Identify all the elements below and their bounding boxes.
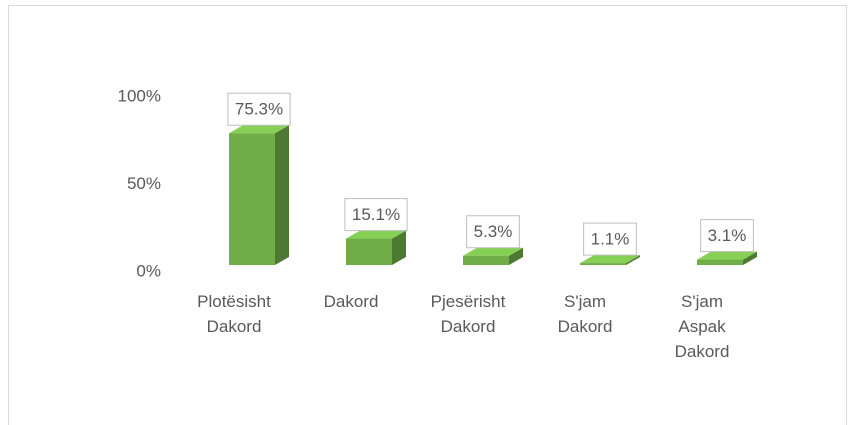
y-tick-label: 100% (118, 86, 161, 105)
bar (697, 251, 757, 265)
bar (580, 255, 640, 265)
bar (346, 230, 406, 265)
data-label: 1.1% (591, 230, 630, 249)
data-label-box (583, 222, 637, 256)
bar-front (697, 259, 743, 265)
data-label: 3.1% (708, 226, 747, 245)
bar-side (743, 251, 757, 265)
x-tick-label: Plotësisht Dakord (197, 292, 271, 336)
data-label-box (344, 198, 408, 232)
bar-top (580, 255, 640, 264)
bar-front (229, 133, 275, 265)
x-tick-label: Dakord (324, 292, 379, 311)
data-label-box (227, 92, 291, 126)
chart-frame (8, 5, 847, 425)
bar-top (346, 230, 406, 239)
bar-front (580, 263, 626, 265)
bar (229, 125, 289, 265)
bar-side (392, 230, 406, 265)
data-label: 5.3% (474, 222, 513, 241)
data-label-box (700, 219, 754, 253)
bar-top (463, 247, 523, 256)
bar-side (509, 247, 523, 265)
y-tick-label: 0% (136, 261, 161, 280)
bar-top (229, 125, 289, 134)
x-tick-label: S'jam Dakord (558, 292, 613, 336)
x-tick-label: S'jam Aspak Dakord (675, 292, 730, 361)
data-label-box (466, 215, 520, 249)
data-label: 15.1% (352, 205, 400, 224)
y-tick-label: 50% (127, 174, 161, 193)
data-label: 75.3% (235, 100, 283, 119)
bar (463, 247, 523, 265)
bar-front (346, 238, 392, 265)
bar-side (626, 255, 640, 265)
bar-front (463, 255, 509, 265)
bar-top (697, 251, 757, 260)
x-tick-label: Pjesërisht Dakord (431, 292, 506, 336)
bar-side (275, 125, 289, 265)
